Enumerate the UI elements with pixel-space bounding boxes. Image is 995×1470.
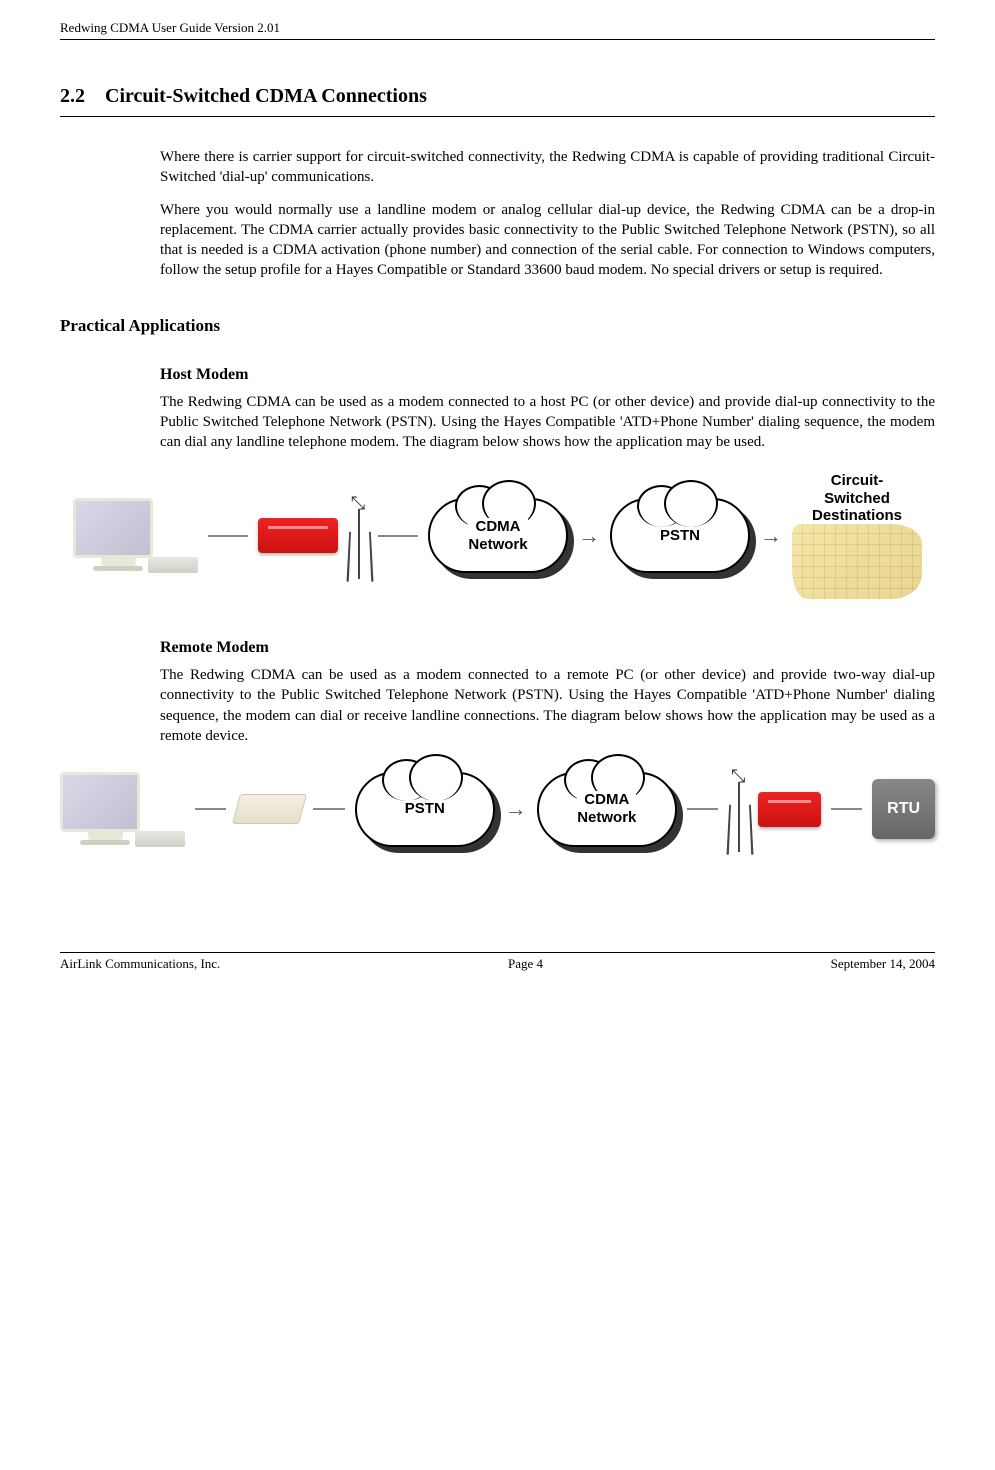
rtu-device-icon: RTU bbox=[872, 779, 935, 839]
footer-page: Page 4 bbox=[508, 956, 543, 972]
arrow-icon: → bbox=[505, 796, 527, 822]
wire-icon bbox=[831, 808, 862, 810]
section-title: 2.2 Circuit-Switched CDMA Connections bbox=[60, 85, 935, 117]
arrow-icon: → bbox=[578, 523, 600, 549]
host-modem-heading: Host Modem bbox=[160, 366, 935, 384]
remote-modem-diagram: PSTN → CDMA Network ⤡ RTU bbox=[60, 766, 935, 852]
practical-applications-heading: Practical Applications bbox=[60, 316, 935, 336]
host-pc-icon bbox=[73, 498, 198, 573]
wire-icon bbox=[195, 808, 226, 810]
section-name: Circuit-Switched CDMA Connections bbox=[105, 85, 427, 107]
intro-paragraph-2: Where you would normally use a landline … bbox=[160, 200, 935, 281]
tower-icon: ⤡ bbox=[348, 493, 368, 579]
wire-icon bbox=[378, 535, 418, 537]
destinations-icon: Circuit- Switched Destinations bbox=[792, 472, 922, 599]
arrow-icon: → bbox=[760, 523, 782, 549]
pstn-cloud: PSTN bbox=[355, 772, 495, 847]
remote-modem-text: The Redwing CDMA can be used as a modem … bbox=[160, 665, 935, 746]
page-header: Redwing CDMA User Guide Version 2.01 bbox=[60, 20, 935, 40]
wire-icon bbox=[208, 535, 248, 537]
host-modem-diagram: ⤡ CDMA Network → PSTN → Circuit- Switche… bbox=[60, 472, 935, 599]
remote-modem-heading: Remote Modem bbox=[160, 639, 935, 657]
redwing-modem-icon bbox=[758, 792, 821, 827]
intro-paragraph-1: Where there is carrier support for circu… bbox=[160, 147, 935, 188]
host-pc-icon bbox=[60, 772, 185, 847]
pstn-cloud: PSTN bbox=[610, 498, 750, 573]
cdma-network-cloud: CDMA Network bbox=[537, 772, 677, 847]
redwing-modem-icon bbox=[258, 518, 338, 553]
footer-date: September 14, 2004 bbox=[831, 956, 935, 972]
page-footer: AirLink Communications, Inc. Page 4 Sept… bbox=[60, 952, 935, 972]
cdma-network-cloud: CDMA Network bbox=[428, 498, 568, 573]
wire-icon bbox=[313, 808, 344, 810]
footer-company: AirLink Communications, Inc. bbox=[60, 956, 220, 972]
section-number: 2.2 bbox=[60, 85, 85, 107]
wire-icon bbox=[687, 808, 718, 810]
tower-icon: ⤡ bbox=[728, 766, 748, 852]
host-modem-text: The Redwing CDMA can be used as a modem … bbox=[160, 392, 935, 453]
landline-modem-icon bbox=[232, 794, 307, 824]
